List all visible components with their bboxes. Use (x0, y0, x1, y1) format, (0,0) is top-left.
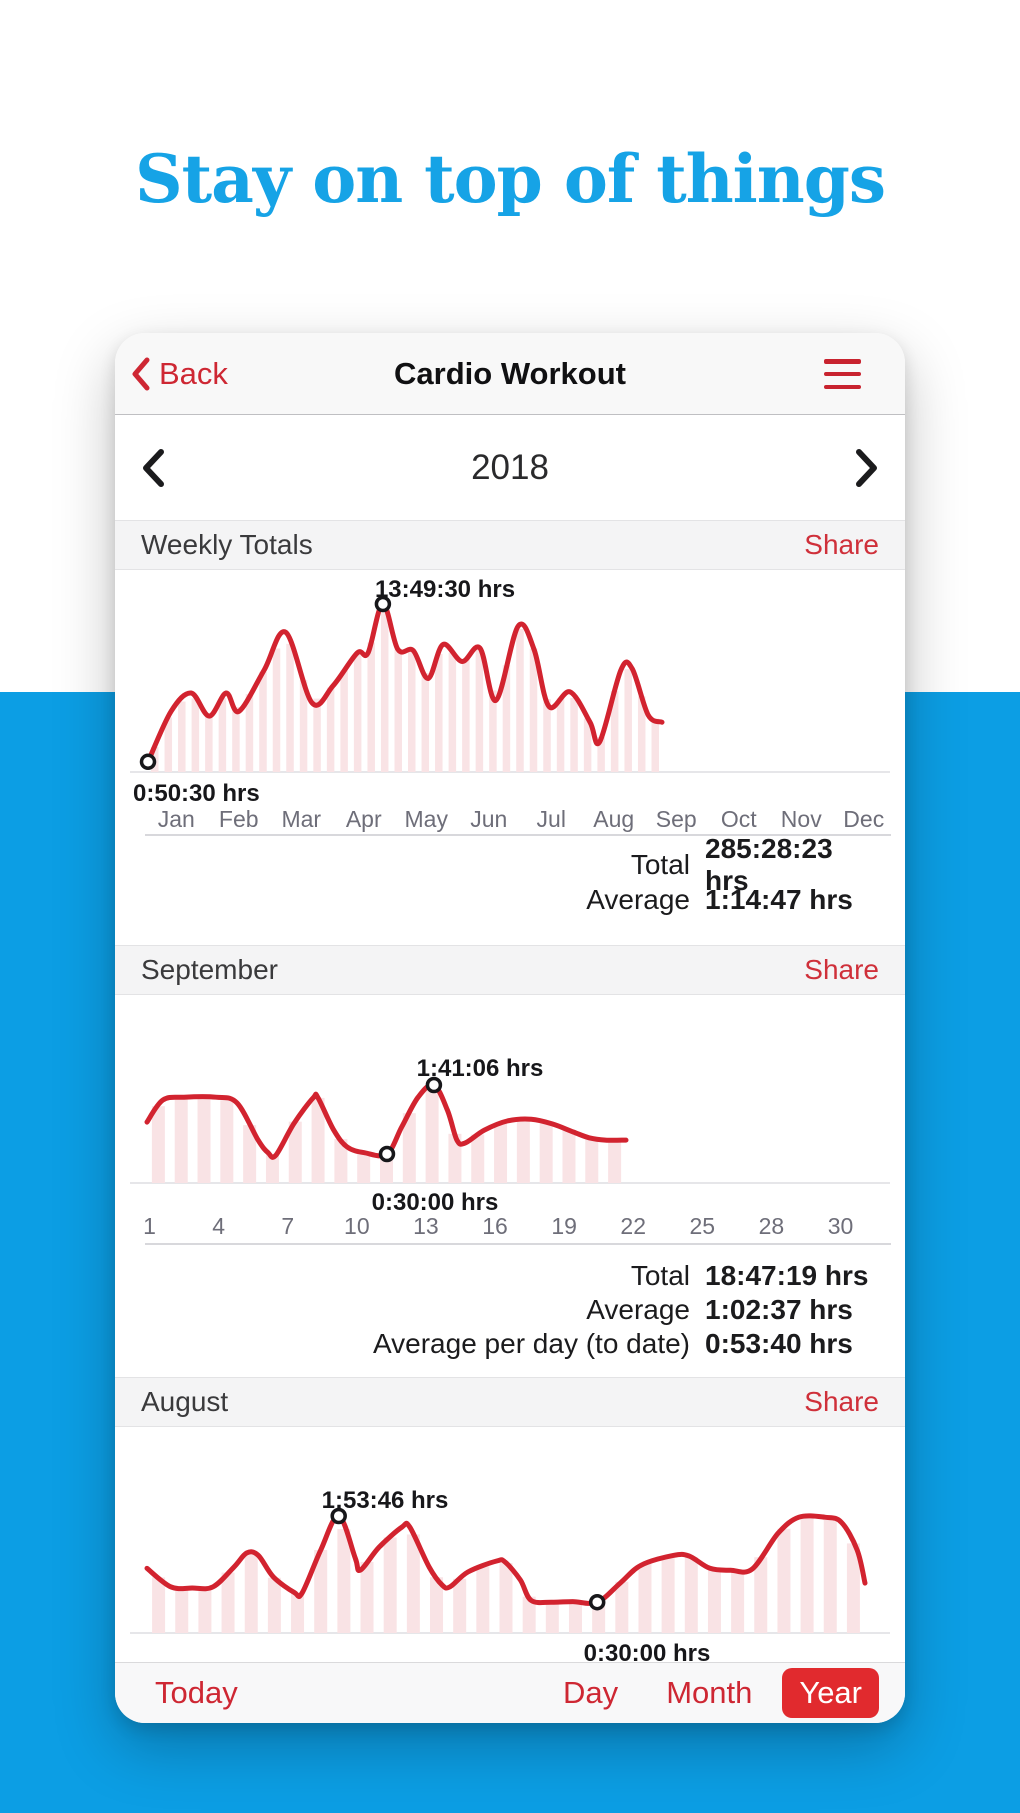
weekly-totals-chart[interactable] (115, 570, 905, 833)
menu-bar (824, 384, 861, 389)
month-label: May (404, 805, 448, 832)
day-label: 30 (827, 1212, 854, 1239)
bottom-toolbar: Today Day Month Year (115, 1662, 905, 1723)
stat-label: Total (630, 849, 690, 880)
day-label: 22 (620, 1212, 646, 1239)
day-label: 10 (344, 1212, 370, 1239)
section-title: Weekly Totals (141, 529, 313, 560)
back-button[interactable]: Back (131, 333, 228, 415)
hamburger-menu-icon[interactable] (824, 359, 861, 389)
year-selector: 2018 (115, 415, 905, 520)
chart-min-annotation: 0:30:00 hrs (371, 1189, 499, 1216)
stat-row-average: Average 1:14:47 hrs (115, 884, 880, 915)
share-link-august[interactable]: Share (804, 1386, 879, 1417)
chart-max-annotation: 1:53:46 hrs (321, 1487, 449, 1514)
month-label: Feb (218, 805, 259, 832)
share-link-weekly[interactable]: Share (804, 529, 879, 560)
day-label: 25 (689, 1212, 716, 1239)
month-label: Aug (593, 805, 635, 832)
stat-value: 1:02:37 hrs (705, 1294, 853, 1325)
day-label: 28 (758, 1212, 785, 1239)
axis-divider (145, 1243, 891, 1245)
day-label: 4 (212, 1212, 226, 1239)
section-title: August (141, 1386, 229, 1417)
stat-row-average-per-day: Average per day (to date) 0:53:40 hrs (115, 1328, 880, 1359)
chart-max-annotation: 13:49:30 hrs (374, 576, 516, 603)
stat-row-total: Total 285:28:23 hrs (115, 833, 880, 896)
month-label: Oct (720, 805, 757, 832)
day-label: 7 (281, 1212, 295, 1239)
month-label: Sep (655, 805, 697, 832)
august-chart[interactable] (115, 1427, 905, 1662)
page-title: Stay on top of things (134, 140, 886, 219)
stat-label: Total (630, 1260, 690, 1291)
stat-value: 285:28:23 hrs (705, 833, 833, 896)
stat-label: Average per day (to date) (372, 1328, 690, 1359)
stat-row-total: Total 18:47:19 hrs (115, 1260, 880, 1291)
menu-bar (824, 371, 861, 377)
year-value: 2018 (471, 447, 549, 487)
section-title: September (141, 954, 278, 985)
previous-year-button[interactable] (140, 448, 166, 488)
day-button[interactable]: Day (563, 1675, 619, 1710)
back-label: Back (159, 356, 228, 391)
share-link-september[interactable]: Share (804, 954, 879, 985)
day-label: 19 (551, 1212, 577, 1239)
next-year-button[interactable] (854, 448, 880, 488)
month-button[interactable]: Month (666, 1675, 753, 1710)
section-header-september: September Share (115, 945, 905, 995)
nav-bar: Back Cardio Workout (115, 333, 905, 415)
screen-title: Cardio Workout (394, 356, 626, 391)
month-label: Jan (157, 805, 195, 832)
chart-max-annotation: 1:41:06 hrs (416, 1055, 544, 1082)
app-screenshot-card: Back Cardio Workout 2018 Weekly Totals S… (115, 333, 905, 1723)
axis-divider (145, 834, 891, 836)
day-label: 1 (143, 1212, 156, 1239)
stat-label: Average (586, 1294, 690, 1325)
section-header-august: August Share (115, 1377, 905, 1427)
stat-value: 0:53:40 hrs (705, 1328, 853, 1359)
month-label: Mar (281, 805, 322, 832)
stat-label: Average (586, 884, 690, 915)
chevron-left-icon (132, 357, 150, 391)
day-label: 16 (482, 1212, 508, 1239)
menu-bar (824, 359, 861, 364)
today-button[interactable]: Today (155, 1675, 238, 1710)
month-label: Nov (780, 805, 822, 832)
stat-value: 1:14:47 hrs (705, 884, 853, 915)
stat-value: 18:47:19 hrs (705, 1260, 869, 1291)
month-label: Jul (536, 805, 566, 832)
september-chart[interactable] (115, 995, 905, 1244)
day-axis-labels: 1 4 7 10 13 16 19 22 25 28 30 (115, 1212, 875, 1240)
day-label: 13 (413, 1212, 439, 1239)
section-header-weekly-totals: Weekly Totals Share (115, 520, 905, 570)
chart-min-annotation: 0:50:30 hrs (133, 780, 260, 807)
month-label: Apr (345, 805, 382, 832)
year-button-selected[interactable]: Year (782, 1668, 879, 1718)
stat-row-average: Average 1:02:37 hrs (115, 1294, 880, 1325)
month-label: Jun (470, 805, 508, 832)
month-axis-labels: Jan Feb Mar Apr May Jun Jul Aug Sep Oct Nov Dec (145, 805, 895, 833)
month-label: Dec (843, 805, 885, 832)
